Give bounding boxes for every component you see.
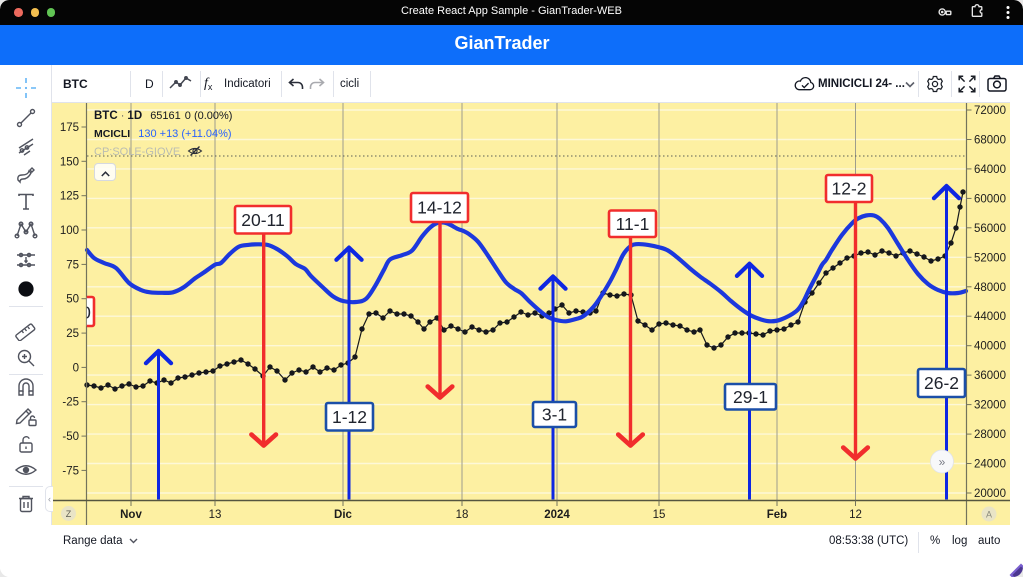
svg-text:175: 175 (60, 122, 79, 134)
svg-text:A: A (986, 510, 992, 520)
svg-text:»: » (939, 455, 946, 469)
svg-text:2024: 2024 (544, 509, 570, 521)
svg-text:64000: 64000 (974, 164, 1006, 176)
svg-text:-50: -50 (62, 431, 79, 443)
svg-text:24000: 24000 (974, 459, 1006, 471)
svg-text:0: 0 (81, 303, 91, 323)
svg-text:150: 150 (60, 156, 79, 168)
svg-text:12: 12 (849, 509, 862, 521)
svg-text:20-11: 20-11 (241, 210, 284, 230)
svg-text:Feb: Feb (767, 509, 787, 521)
svg-text:28000: 28000 (974, 429, 1006, 441)
svg-text:Z: Z (66, 509, 72, 519)
svg-text:0: 0 (73, 362, 79, 374)
svg-text:40000: 40000 (974, 341, 1006, 353)
svg-text:25: 25 (66, 328, 79, 340)
svg-text:56000: 56000 (974, 223, 1006, 235)
svg-text:11-1: 11-1 (616, 214, 650, 234)
svg-text:Dic: Dic (334, 509, 353, 521)
svg-text:68000: 68000 (974, 135, 1006, 147)
svg-text:52000: 52000 (974, 252, 1006, 264)
svg-text:20000: 20000 (974, 488, 1006, 500)
svg-text:29-1: 29-1 (733, 387, 768, 407)
svg-text:44000: 44000 (974, 311, 1006, 323)
svg-text:50: 50 (66, 294, 79, 306)
svg-text:13: 13 (209, 509, 222, 521)
svg-text:60000: 60000 (974, 193, 1006, 205)
svg-text:15: 15 (653, 509, 666, 521)
svg-text:-25: -25 (62, 397, 79, 409)
svg-text:3-1: 3-1 (542, 405, 567, 425)
svg-text:12-2: 12-2 (831, 179, 866, 199)
svg-text:100: 100 (60, 225, 79, 237)
svg-text:125: 125 (60, 191, 79, 203)
svg-text:72000: 72000 (974, 105, 1006, 117)
svg-text:48000: 48000 (974, 282, 1006, 294)
svg-text:-75: -75 (62, 465, 79, 477)
svg-text:32000: 32000 (974, 400, 1006, 412)
svg-text:36000: 36000 (974, 370, 1006, 382)
svg-text:Nov: Nov (120, 509, 142, 521)
svg-text:26-2: 26-2 (924, 373, 959, 393)
svg-text:14-12: 14-12 (417, 198, 462, 218)
svg-text:18: 18 (456, 509, 469, 521)
svg-text:1-12: 1-12 (332, 407, 367, 427)
svg-text:75: 75 (66, 259, 79, 271)
